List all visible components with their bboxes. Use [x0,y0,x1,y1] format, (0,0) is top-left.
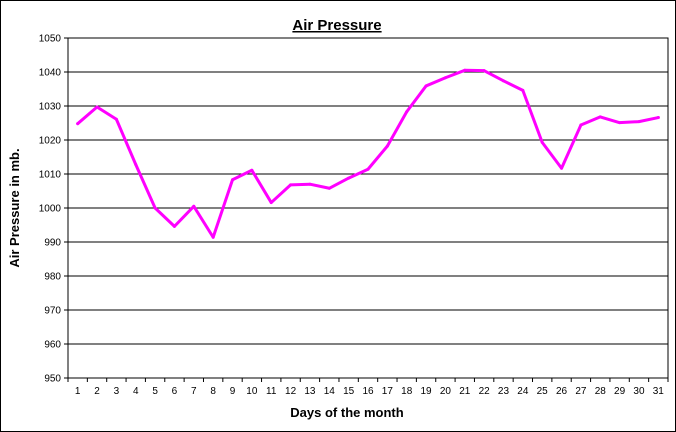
x-tick-label: 4 [133,386,139,397]
x-tick-label: 24 [517,386,529,397]
data-point [560,166,564,170]
x-tick-label: 15 [343,386,355,397]
data-point [618,121,622,125]
data-point [521,88,525,92]
y-tick-label: 1030 [39,102,62,113]
x-tick-label: 2 [94,386,100,397]
data-point [347,176,351,180]
data-point [95,105,99,109]
y-tick-label: 1040 [39,68,62,79]
y-tick-label: 950 [44,374,61,385]
x-tick-label: 19 [421,386,433,397]
x-tick-label: 25 [537,386,549,397]
x-tick-label: 16 [362,386,374,397]
data-point [250,168,254,172]
y-tick-label: 1050 [39,34,62,45]
data-point [134,162,138,166]
x-tick-label: 31 [653,386,665,397]
x-tick-label: 14 [324,386,336,397]
x-tick-label: 7 [191,386,197,397]
data-point [463,68,467,72]
data-point [424,84,428,88]
x-tick-label: 8 [210,386,216,397]
data-point [540,140,544,144]
x-tick-label: 6 [172,386,178,397]
y-tick-label: 980 [44,272,61,283]
data-point [192,204,196,208]
y-axis-ticks: 950 960 970 980 990 1000 1010 1020 1030 1040 1050 [39,34,68,385]
x-tick-label: 18 [401,386,413,397]
x-tick-label: 28 [595,386,607,397]
data-point [289,183,293,187]
chart-title: Air Pressure [292,17,381,34]
data-points [76,68,660,239]
data-point [211,235,215,239]
data-point [405,110,409,114]
x-tick-label: 21 [459,386,471,397]
x-tick-label: 23 [498,386,510,397]
x-tick-label: 29 [614,386,626,397]
x-tick-label: 13 [304,386,316,397]
x-tick-label: 10 [246,386,258,397]
x-tick-label: 9 [230,386,236,397]
grid-lines [68,71,668,345]
y-tick-label: 990 [44,238,61,249]
data-point [482,69,486,73]
x-axis-title: Days of the month [290,405,403,420]
data-point [114,117,118,121]
data-point [598,115,602,119]
x-tick-label: 22 [479,386,491,397]
data-point [579,123,583,127]
data-point [269,201,273,205]
y-tick-label: 1000 [39,204,62,215]
data-point [366,167,370,171]
x-tick-label: 20 [440,386,452,397]
y-tick-label: 960 [44,340,61,351]
data-point [385,144,389,148]
data-point [501,79,505,83]
data-point [308,182,312,186]
y-axis-title: Air Pressure in mb. [7,148,22,267]
data-point [231,178,235,182]
x-tick-label: 1 [75,386,81,397]
x-tick-label: 17 [382,386,394,397]
x-tick-label: 12 [285,386,297,397]
x-tick-label: 11 [266,386,277,397]
data-point [637,120,641,124]
data-point [443,76,447,80]
data-point [76,122,80,126]
y-tick-label: 1020 [39,136,62,147]
y-tick-label: 1010 [39,170,62,181]
data-point [327,186,331,190]
x-tick-label: 26 [556,386,568,397]
x-tick-label: 27 [575,386,587,397]
x-axis-ticks: 1 2 3 4 5 6 7 8 9 10 11 12 13 14 15 16 17 18 19 20 21 22 23 24 2… [67,378,669,397]
x-tick-label: 5 [152,386,158,397]
x-tick-label: 3 [114,386,120,397]
data-point [656,116,660,120]
y-tick-label: 970 [44,306,61,317]
x-tick-label: 30 [633,386,645,397]
data-point [153,206,157,210]
data-point [172,224,176,228]
